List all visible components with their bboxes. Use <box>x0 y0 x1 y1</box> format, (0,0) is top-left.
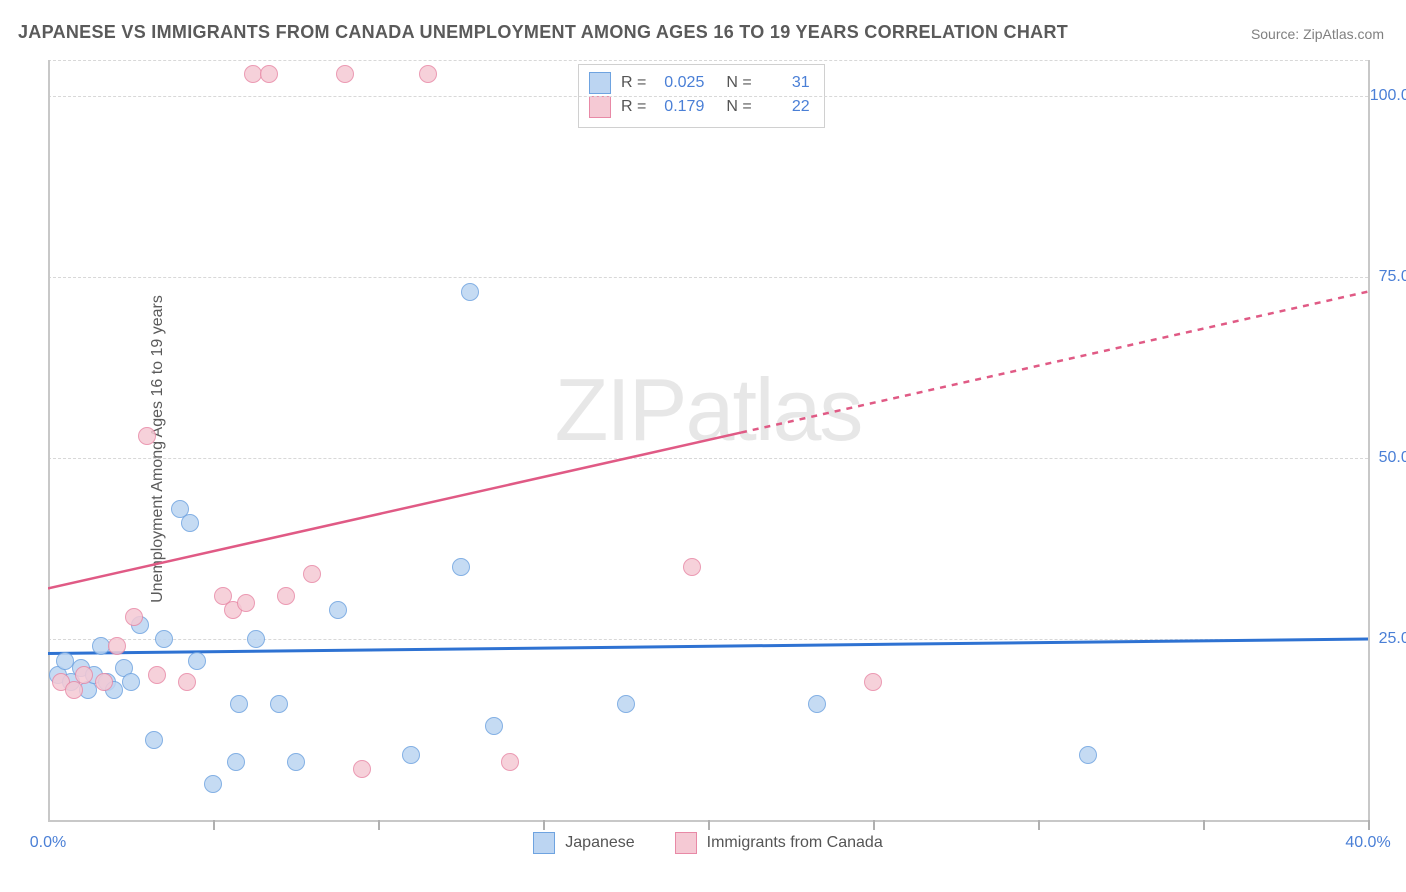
x-tick-label: 40.0% <box>1345 834 1390 852</box>
x-tick <box>1038 820 1040 830</box>
legend-r-value-0: 0.025 <box>656 71 704 95</box>
data-point <box>617 695 635 713</box>
watermark-text: ZIPatlas <box>555 359 862 461</box>
x-tick <box>873 820 875 830</box>
data-point <box>329 601 347 619</box>
data-point <box>145 731 163 749</box>
data-point <box>237 594 255 612</box>
data-point <box>56 652 74 670</box>
legend-n-label-0: N = <box>726 71 751 95</box>
data-point <box>683 558 701 576</box>
series-swatch-1 <box>675 832 697 854</box>
data-point <box>287 753 305 771</box>
legend-swatch-0 <box>589 72 611 94</box>
data-point <box>138 427 156 445</box>
source-attribution: Source: ZipAtlas.com <box>1251 26 1384 42</box>
data-point <box>230 695 248 713</box>
data-point <box>247 630 265 648</box>
legend-swatch-1 <box>589 96 611 118</box>
chart-title: JAPANESE VS IMMIGRANTS FROM CANADA UNEMP… <box>18 22 1068 43</box>
legend-n-label-1: N = <box>726 95 751 119</box>
series-swatch-0 <box>533 832 555 854</box>
data-point <box>260 65 278 83</box>
data-point <box>244 65 262 83</box>
legend-row-series-0: R = 0.025 N = 31 <box>589 71 810 95</box>
gridline-h <box>48 96 1368 97</box>
data-point <box>181 514 199 532</box>
gridline-h <box>48 277 1368 278</box>
series-legend-item-0: Japanese <box>533 832 634 854</box>
data-point <box>808 695 826 713</box>
data-point <box>419 65 437 83</box>
data-point <box>75 666 93 684</box>
series-name-0: Japanese <box>565 834 634 852</box>
legend-r-value-1: 0.179 <box>656 95 704 119</box>
data-point <box>108 637 126 655</box>
y-tick-label: 50.0% <box>1379 449 1406 467</box>
data-point <box>1079 746 1097 764</box>
series-legend: Japanese Immigrants from Canada <box>48 832 1368 854</box>
data-point <box>485 717 503 735</box>
data-point <box>148 666 166 684</box>
x-tick-label: 0.0% <box>30 834 66 852</box>
series-legend-item-1: Immigrants from Canada <box>675 832 883 854</box>
series-name-1: Immigrants from Canada <box>707 834 883 852</box>
data-point <box>270 695 288 713</box>
legend-n-value-0: 31 <box>762 71 810 95</box>
plot-area: ZIPatlas R = 0.025 N = 31 R = 0.179 N = … <box>48 60 1368 820</box>
y-axis-line <box>48 60 50 820</box>
data-point <box>402 746 420 764</box>
data-point <box>188 652 206 670</box>
data-point <box>178 673 196 691</box>
right-border-line <box>1368 60 1370 820</box>
gridline-h <box>48 60 1368 61</box>
data-point <box>227 753 245 771</box>
y-tick-label: 25.0% <box>1379 630 1406 648</box>
legend-r-label-0: R = <box>621 71 646 95</box>
data-point <box>353 760 371 778</box>
data-point <box>501 753 519 771</box>
data-point <box>92 637 110 655</box>
gridline-h <box>48 458 1368 459</box>
x-tick <box>708 820 710 830</box>
x-tick <box>1368 820 1370 830</box>
data-point <box>155 630 173 648</box>
data-point <box>461 283 479 301</box>
y-tick-label: 75.0% <box>1379 268 1406 286</box>
data-point <box>452 558 470 576</box>
data-point <box>95 673 113 691</box>
data-point <box>864 673 882 691</box>
y-tick-label: 100.0% <box>1370 87 1406 105</box>
legend-r-label-1: R = <box>621 95 646 119</box>
legend-row-series-1: R = 0.179 N = 22 <box>589 95 810 119</box>
data-point <box>277 587 295 605</box>
data-point <box>204 775 222 793</box>
x-tick <box>213 820 215 830</box>
data-point <box>125 608 143 626</box>
x-tick <box>378 820 380 830</box>
data-point <box>303 565 321 583</box>
chart-container: JAPANESE VS IMMIGRANTS FROM CANADA UNEMP… <box>0 0 1406 892</box>
legend-n-value-1: 22 <box>762 95 810 119</box>
x-tick <box>543 820 545 830</box>
x-tick <box>1203 820 1205 830</box>
data-point <box>122 673 140 691</box>
data-point <box>336 65 354 83</box>
